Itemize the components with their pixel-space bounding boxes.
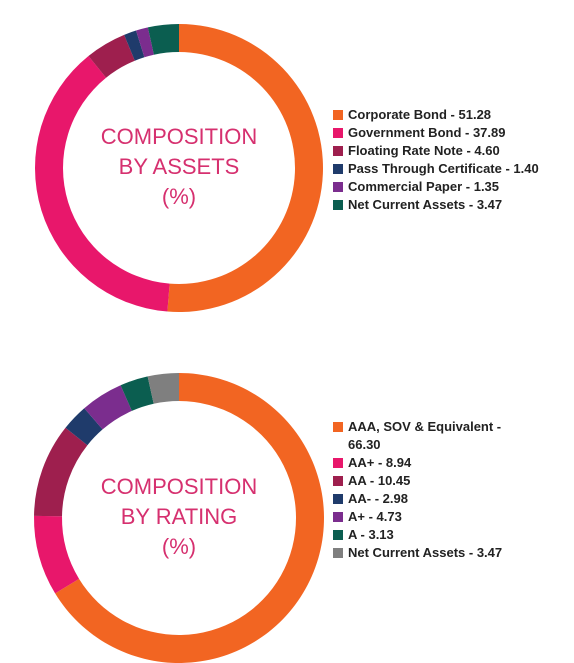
legend-swatch [333,494,343,504]
legend-item: AA - 10.45 [333,472,523,490]
legend-label: AAA, SOV & Equivalent - 66.30 [348,419,502,452]
legend-item: AAA, SOV & Equivalent - 66.30 [333,418,523,454]
legend-item: Net Current Assets - 3.47 [333,196,574,214]
legend-label: Pass Through Certificate - 1.40 [348,161,539,176]
legend-label: A - 3.13 [348,527,394,542]
legend-label: AA - 10.45 [348,473,411,488]
legend-label: Net Current Assets - 3.47 [348,545,503,560]
legend-label: Net Current Assets - 3.47 [348,197,503,212]
legend-swatch [333,530,343,540]
legend-swatch [333,422,343,432]
legend-swatch [333,548,343,558]
legend-item: Floating Rate Note - 4.60 [333,142,574,160]
legend-item: A+ - 4.73 [333,508,523,526]
legend-item: Commercial Paper - 1.35 [333,178,574,196]
legend-item: A - 3.13 [333,526,523,544]
legend-item: AA+ - 8.94 [333,454,523,472]
legend-swatch [333,476,343,486]
legend-swatch [333,458,343,468]
donut-slice [147,373,179,404]
legend-swatch [333,182,343,192]
legend-label: Corporate Bond - 51.28 [348,107,492,122]
legend-swatch [333,110,343,120]
legend: Corporate Bond - 51.28 Government Bond - … [333,106,574,214]
chart-title: COMPOSITION [101,474,257,499]
donut-slice [88,34,135,78]
legend: AAA, SOV & Equivalent - 66.30 AA+ - 8.94 A… [333,418,523,562]
legend-label: Commercial Paper - 1.35 [348,179,500,194]
legend-swatch [333,200,343,210]
donut-slice [124,30,145,61]
legend-label: Floating Rate Note - 4.60 [348,143,500,158]
legend-item: Government Bond - 37.89 [333,124,574,142]
legend-swatch [333,164,343,174]
chart-title: (%) [162,184,196,209]
legend-item: Corporate Bond - 51.28 [333,106,574,124]
chart-title: BY RATING [121,504,238,529]
chart-title: (%) [162,534,196,559]
donut-slice [34,427,88,517]
legend-label: A+ - 4.73 [348,509,402,524]
donut-slice [34,515,80,594]
donut-slice [84,385,132,430]
legend-label: AA+ - 8.94 [348,455,412,470]
legend-label: AA- - 2.98 [348,491,408,506]
legend-swatch [333,146,343,156]
donut-slice [34,56,170,312]
donut-slice [120,376,154,411]
donut-slice [167,24,323,312]
donut-slice [136,27,154,58]
legend-swatch [333,128,343,138]
legend-item: AA- - 2.98 [333,490,523,508]
chart-title: COMPOSITION [101,124,257,149]
legend-label: Government Bond - 37.89 [348,125,506,140]
chart-title: BY ASSETS [119,154,240,179]
legend-item: Net Current Assets - 3.47 [333,544,523,562]
donut-slice [147,24,179,55]
legend-item: Pass Through Certificate - 1.40 [333,160,574,178]
legend-swatch [333,512,343,522]
donut-slice [65,408,103,446]
